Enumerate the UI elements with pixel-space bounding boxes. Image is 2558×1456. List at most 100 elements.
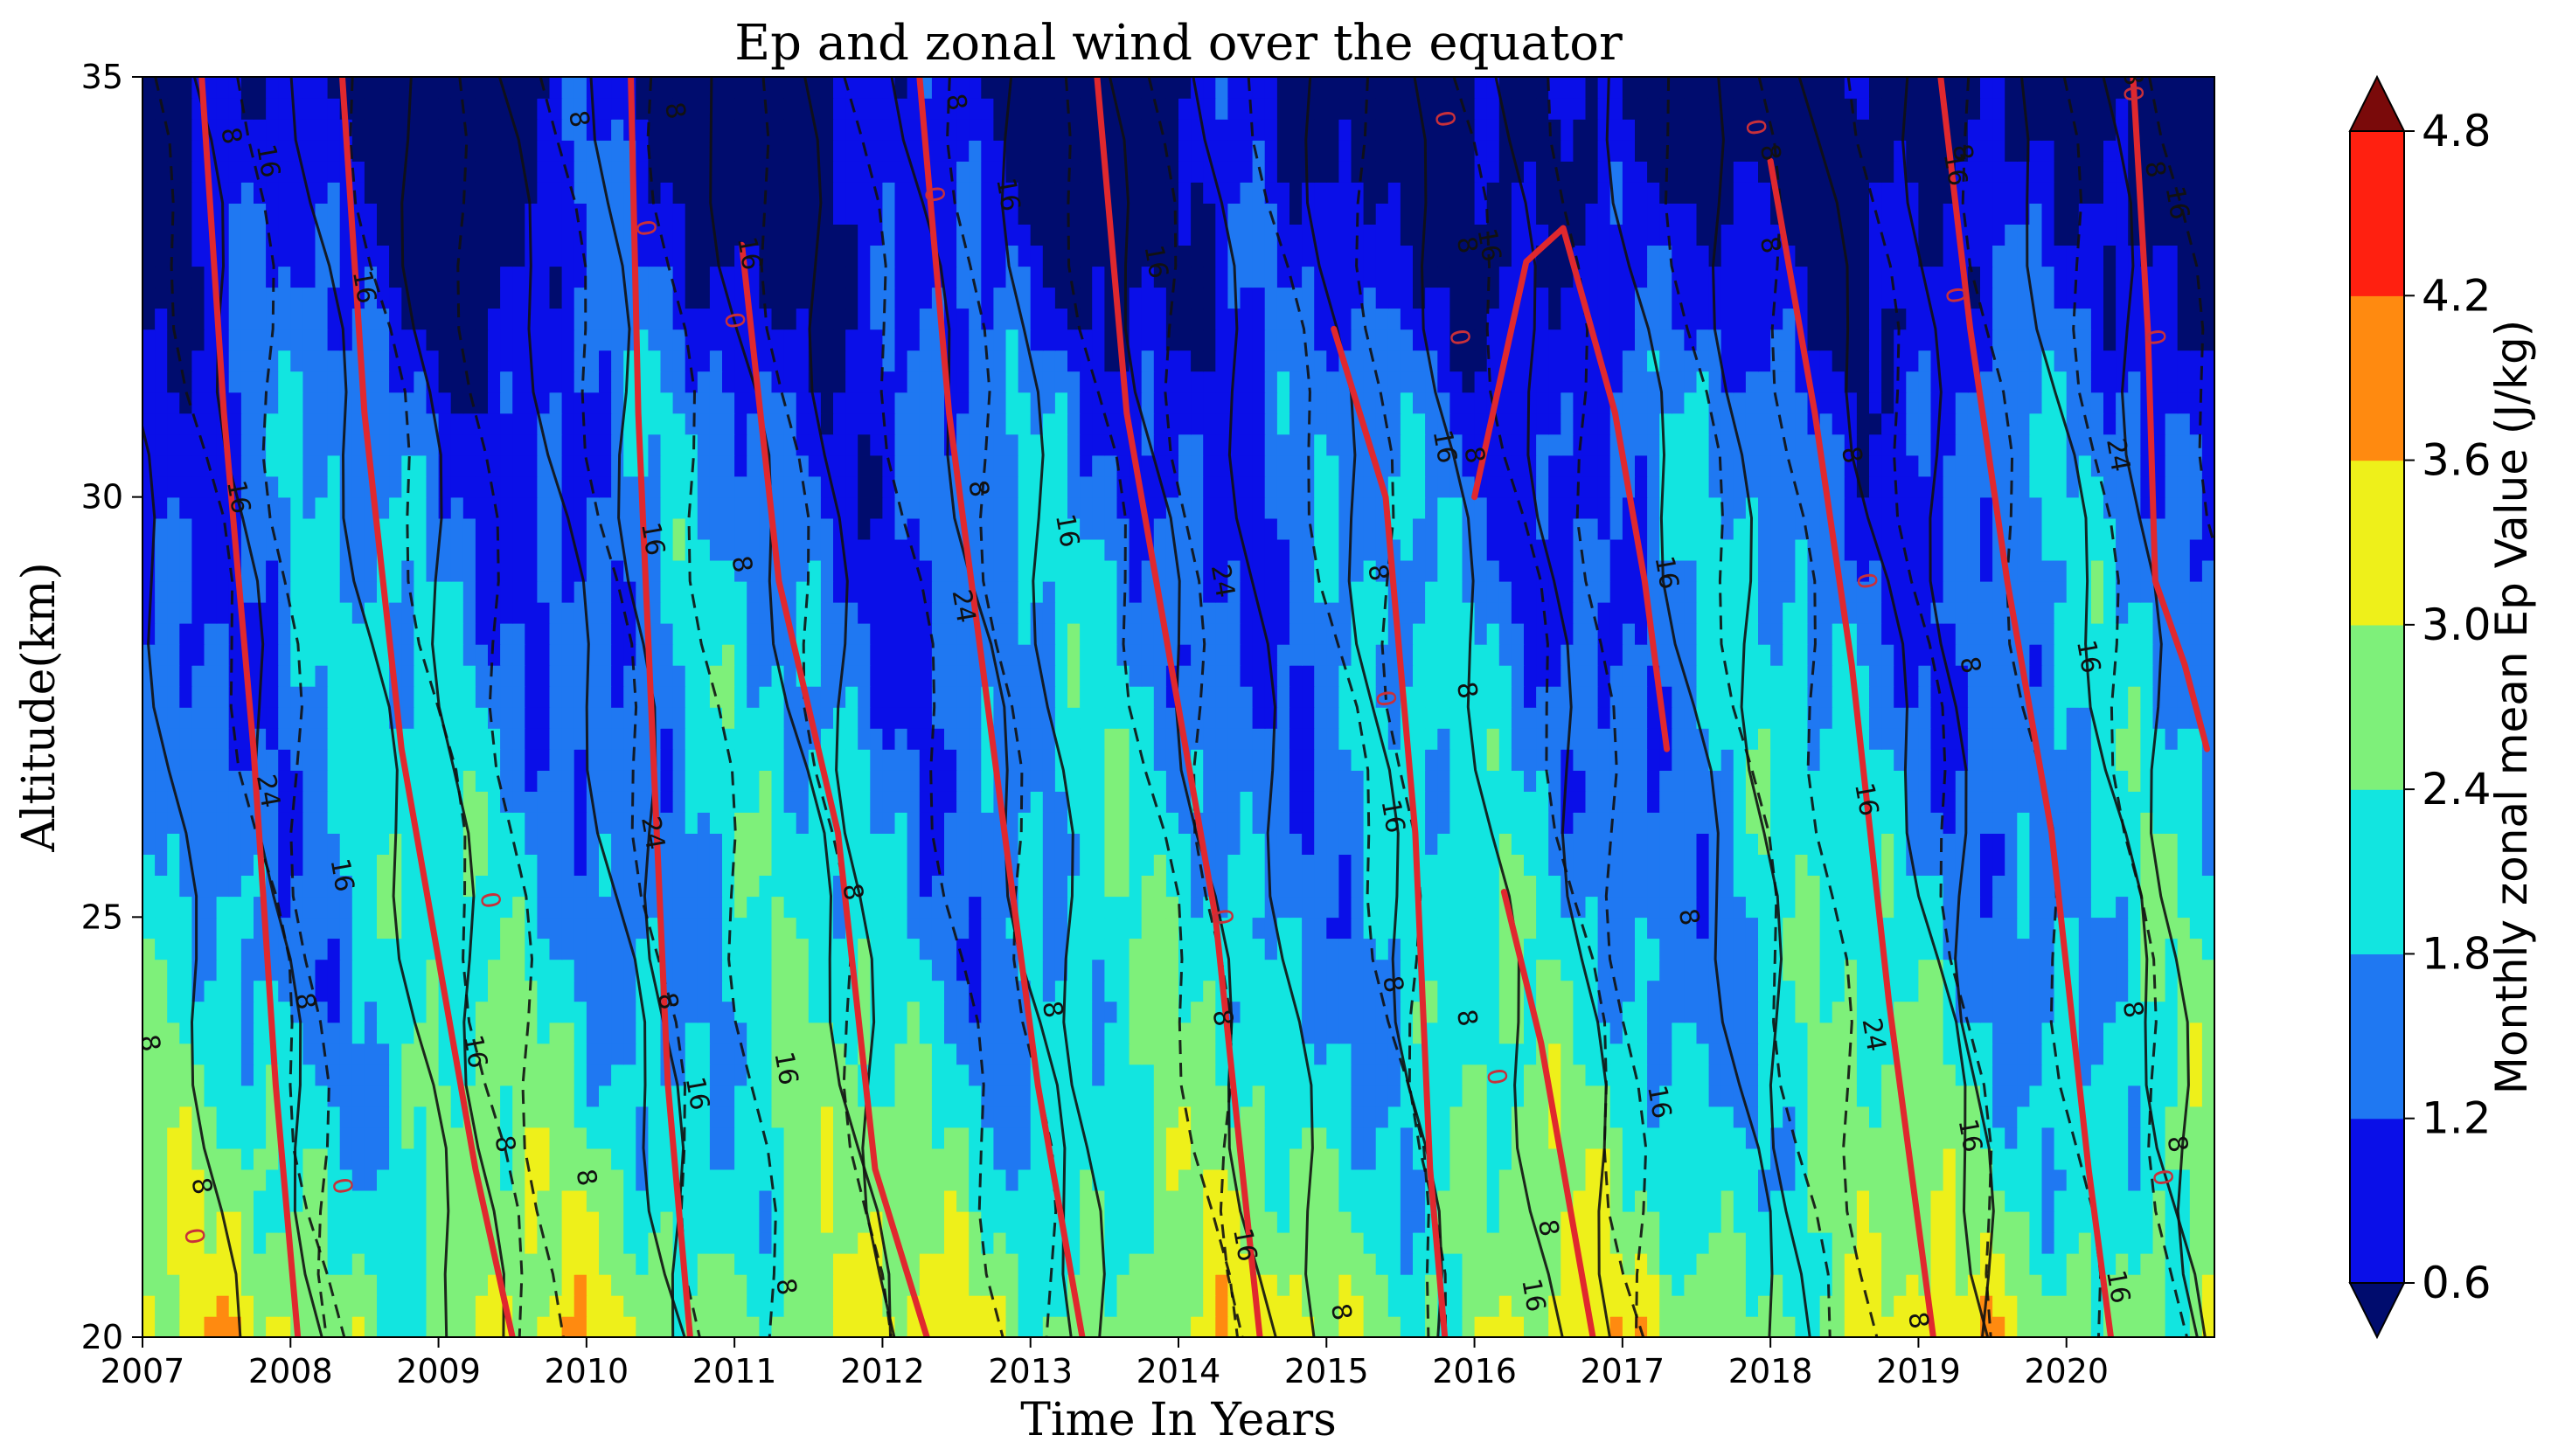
ep-cell: [1795, 812, 1809, 834]
ep-cell: [722, 1231, 735, 1254]
ep-cell: [327, 917, 341, 939]
ep-cell: [142, 1294, 156, 1317]
ep-cell: [1918, 770, 1932, 792]
ep-cell: [1943, 1043, 1957, 1065]
ep-cell: [191, 938, 205, 960]
ep-cell: [377, 896, 390, 919]
ep-cell: [2066, 1085, 2080, 1107]
ep-cell: [1351, 1252, 1365, 1275]
ep-cell: [783, 833, 797, 855]
ep-cell: [2054, 1001, 2068, 1023]
ep-cell: [1795, 749, 1809, 771]
ep-cell: [167, 1189, 181, 1212]
ep-cell: [858, 770, 872, 792]
ep-cell: [2066, 749, 2080, 771]
ep-cell: [1819, 749, 1833, 771]
ep-cell: [1943, 1106, 1957, 1128]
ep-cell: [2017, 1273, 2031, 1296]
ep-cell: [1191, 1316, 1204, 1337]
ep-cell: [1609, 917, 1623, 939]
ep-cell: [1276, 1106, 1290, 1128]
ep-cell: [1573, 791, 1587, 813]
ep-cell: [2128, 1001, 2142, 1023]
ep-cell: [1573, 1147, 1587, 1170]
ep-cell: [1745, 1043, 1759, 1065]
ep-cell: [771, 1127, 785, 1149]
ep-cell: [1178, 812, 1192, 834]
ep-cell: [1092, 833, 1106, 855]
ep-cell: [1795, 938, 1809, 960]
ep-cell: [1080, 1294, 1093, 1317]
ep-cell: [1104, 1273, 1118, 1296]
ep-cell: [1733, 1316, 1747, 1337]
ep-cell: [981, 1252, 995, 1275]
ep-cell: [254, 1001, 267, 1023]
ep-cell: [438, 1147, 452, 1170]
ep-cell: [1881, 812, 1894, 834]
ep-cell: [549, 1231, 563, 1254]
ep-cell: [1289, 833, 1303, 855]
ep-cell: [1400, 875, 1414, 898]
ep-cell: [401, 875, 415, 898]
ep-cell: [1042, 1294, 1056, 1317]
ep-cell: [1536, 959, 1549, 981]
ep-cell: [228, 833, 242, 855]
ep-cell: [450, 875, 464, 898]
ep-cell: [1042, 1210, 1056, 1233]
ep-cell: [2090, 917, 2104, 939]
ep-cell: [2005, 1294, 2019, 1317]
ep-cell: [561, 938, 575, 960]
ep-cell: [2005, 812, 2019, 834]
ep-cell: [1536, 1168, 1549, 1191]
ep-cell: [1191, 1001, 1204, 1023]
ep-cell: [1437, 959, 1451, 981]
ep-cell: [1672, 749, 1686, 771]
ep-cell: [771, 875, 785, 898]
ep-cell: [1708, 1043, 1722, 1065]
ep-cell: [734, 1085, 747, 1107]
ep-cell: [894, 896, 908, 919]
ep-cell: [1955, 1168, 1969, 1191]
ep-cell: [1067, 875, 1081, 898]
ep-cell: [2017, 1022, 2031, 1044]
ep-cell: [2017, 1231, 2031, 1254]
ep-cell: [1252, 959, 1266, 981]
ep-cell: [1672, 1210, 1686, 1233]
ep-cell: [254, 1085, 267, 1107]
ep-cell: [1548, 770, 1562, 792]
ep-cell: [771, 728, 785, 750]
ep-cell: [1498, 1064, 1512, 1086]
ep-cell: [1635, 980, 1648, 1002]
ep-cell: [1906, 959, 1920, 981]
ep-cell: [1449, 1273, 1463, 1296]
ep-cell: [1585, 1168, 1599, 1191]
ep-cell: [1141, 1252, 1155, 1275]
ep-cell: [2078, 770, 2092, 792]
ep-cell: [820, 1252, 834, 1275]
ep-cell: [1980, 917, 1993, 939]
ep-cell: [1462, 1106, 1476, 1128]
ep-cell: [747, 1316, 761, 1337]
ep-cell: [894, 1273, 908, 1296]
ep-cell: [697, 854, 711, 876]
ep-cell: [1647, 1147, 1660, 1170]
ep-cell: [907, 749, 921, 771]
ep-cell: [1302, 1022, 1315, 1044]
ep-cell: [2116, 1001, 2129, 1023]
ep-cell: [488, 1001, 501, 1023]
ep-cell: [931, 1064, 945, 1086]
ep-cell: [2189, 980, 2203, 1002]
ep-cell: [351, 1127, 365, 1149]
ep-cell: [204, 749, 218, 771]
ep-cell: [216, 1127, 230, 1149]
ep-cell: [1733, 1043, 1747, 1065]
ep-cell: [1387, 1252, 1401, 1275]
ep-cell: [1498, 1273, 1512, 1296]
ep-cell: [660, 770, 674, 792]
ep-cell: [1314, 917, 1328, 939]
ep-cell: [1783, 1316, 1797, 1337]
ep-cell: [1659, 1127, 1673, 1149]
ep-cell: [240, 1043, 254, 1065]
ep-cell: [2066, 1168, 2080, 1191]
ep-cell: [475, 791, 489, 813]
